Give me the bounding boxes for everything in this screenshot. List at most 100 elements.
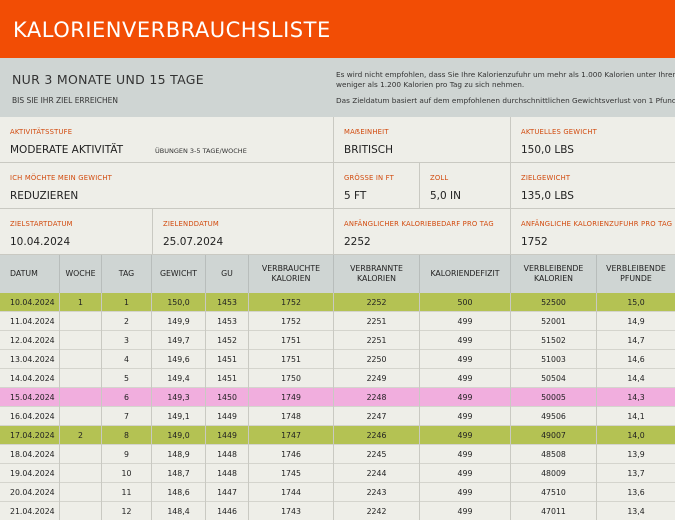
cell-verbleibende-kalorien[interactable]: 47011	[511, 502, 597, 520]
cell-verbrauchte-kalorien[interactable]: 1748	[249, 407, 334, 426]
cell-gu[interactable]: 1446	[206, 502, 249, 520]
cell-verbrannte-kalorien[interactable]: 2252	[334, 293, 420, 312]
cell-kaloriendefizit[interactable]: 499	[420, 502, 511, 520]
cell-gewicht[interactable]: 148,7	[152, 464, 206, 483]
cell-woche[interactable]	[60, 369, 102, 388]
cell-woche[interactable]	[60, 331, 102, 350]
goal-value[interactable]: REDUZIEREN	[10, 190, 79, 202]
cell-verbrannte-kalorien[interactable]: 2245	[334, 445, 420, 464]
start-date-cell[interactable]: ZIELSTARTDATUM 10.04.2024	[0, 209, 153, 255]
cell-verbrannte-kalorien[interactable]: 2250	[334, 350, 420, 369]
cell-datum[interactable]: 12.04.2024	[0, 331, 60, 350]
cell-verbleibende-pfunde[interactable]: 13,9	[627, 450, 645, 459]
cell-tag[interactable]: 7	[102, 407, 152, 426]
current-weight-value[interactable]: 150,0 LBS	[521, 144, 574, 156]
height-ft-cell[interactable]: GRÖSSE IN FT 5 FT	[334, 163, 420, 209]
cell-verbleibende-kalorien[interactable]: 52500	[511, 293, 597, 312]
unit-cell[interactable]: MAẞEINHEIT BRITISCH	[334, 117, 511, 163]
cell-verbleibende-kalorien[interactable]: 51502	[511, 331, 597, 350]
cell-datum[interactable]: 16.04.2024	[0, 407, 60, 426]
target-weight-cell[interactable]: ZIELGEWICHT 135,0 LBS	[511, 163, 675, 209]
column-header-verbrauchte-kalorien[interactable]: VERBRAUCHTE KALORIEN	[249, 255, 334, 293]
cell-woche[interactable]: 1	[60, 293, 102, 312]
column-header-datum[interactable]: DATUM	[0, 255, 60, 293]
cell-kaloriendefizit[interactable]: 499	[420, 331, 511, 350]
cell-verbleibende-pfunde[interactable]: 14,9	[627, 317, 645, 326]
cell-verbrauchte-kalorien[interactable]: 1746	[249, 445, 334, 464]
cell-gu[interactable]: 1453	[206, 293, 249, 312]
cell-tag[interactable]: 2	[102, 312, 152, 331]
cell-gewicht[interactable]: 149,9	[152, 312, 206, 331]
cell-verbrannte-kalorien[interactable]: 2248	[334, 388, 420, 407]
cell-kaloriendefizit[interactable]: 499	[420, 350, 511, 369]
cell-gu[interactable]: 1448	[206, 445, 249, 464]
cell-tag[interactable]: 3	[102, 331, 152, 350]
cell-verbrauchte-kalorien[interactable]: 1752	[249, 312, 334, 331]
cell-tag[interactable]: 12	[102, 502, 152, 520]
cell-woche[interactable]	[60, 312, 102, 331]
current-weight-cell[interactable]: AKTUELLES GEWICHT 150,0 LBS	[511, 117, 675, 163]
cell-datum[interactable]: 20.04.2024	[0, 483, 60, 502]
cell-verbrannte-kalorien[interactable]: 2247	[334, 407, 420, 426]
cell-gu[interactable]: 1451	[206, 350, 249, 369]
cell-gewicht[interactable]: 149,1	[152, 407, 206, 426]
column-header-tag[interactable]: TAG	[102, 255, 152, 293]
cell-datum[interactable]: 18.04.2024	[0, 445, 60, 464]
cell-gewicht[interactable]: 149,4	[152, 369, 206, 388]
cell-woche[interactable]	[60, 502, 102, 520]
cell-datum[interactable]: 14.04.2024	[0, 369, 60, 388]
cell-verbrannte-kalorien[interactable]: 2251	[334, 331, 420, 350]
cell-datum[interactable]: 11.04.2024	[0, 312, 60, 331]
cell-verbleibende-pfunde[interactable]: 13,6	[627, 488, 645, 497]
cell-verbrannte-kalorien[interactable]: 2246	[334, 426, 420, 445]
height-ft-value[interactable]: 5 FT	[344, 190, 367, 202]
cell-verbleibende-kalorien[interactable]: 50005	[511, 388, 597, 407]
cell-gewicht[interactable]: 148,6	[152, 483, 206, 502]
cell-verbleibende-pfunde[interactable]: 14,6	[627, 355, 645, 364]
cell-verbleibende-kalorien[interactable]: 51003	[511, 350, 597, 369]
cell-verbrauchte-kalorien[interactable]: 1752	[249, 293, 334, 312]
goal-cell[interactable]: ICH MÖCHTE MEIN GEWICHT REDUZIEREN	[0, 163, 334, 209]
cell-gu[interactable]: 1451	[206, 369, 249, 388]
cell-woche[interactable]	[60, 464, 102, 483]
cell-tag[interactable]: 5	[102, 369, 152, 388]
cell-verbrannte-kalorien[interactable]: 2243	[334, 483, 420, 502]
unit-value[interactable]: BRITISCH	[344, 144, 393, 156]
cell-tag[interactable]: 8	[102, 426, 152, 445]
cell-gu[interactable]: 1448	[206, 464, 249, 483]
cell-gu[interactable]: 1450	[206, 388, 249, 407]
cell-kaloriendefizit[interactable]: 499	[420, 426, 511, 445]
cell-tag[interactable]: 10	[102, 464, 152, 483]
cell-woche[interactable]	[60, 407, 102, 426]
cell-kaloriendefizit[interactable]: 499	[420, 388, 511, 407]
cell-woche[interactable]	[60, 483, 102, 502]
cell-verbleibende-pfunde[interactable]: 15,0	[627, 298, 645, 307]
cell-tag[interactable]: 6	[102, 388, 152, 407]
start-date-value[interactable]: 10.04.2024	[10, 236, 71, 248]
cell-gewicht[interactable]: 148,9	[152, 445, 206, 464]
cell-woche[interactable]	[60, 388, 102, 407]
cell-datum[interactable]: 10.04.2024	[0, 293, 60, 312]
column-header-verbleibende-pfunde[interactable]: VERBLEIBENDE PFUNDE	[606, 264, 666, 283]
cell-verbrauchte-kalorien[interactable]: 1750	[249, 369, 334, 388]
cell-datum[interactable]: 17.04.2024	[0, 426, 60, 445]
target-weight-value[interactable]: 135,0 LBS	[521, 190, 574, 202]
cell-woche[interactable]: 2	[60, 426, 102, 445]
cell-verbleibende-pfunde[interactable]: 14,4	[627, 374, 645, 383]
cell-kaloriendefizit[interactable]: 499	[420, 407, 511, 426]
cell-verbleibende-pfunde[interactable]: 14,0	[627, 431, 645, 440]
cell-verbleibende-pfunde[interactable]: 14,3	[627, 393, 645, 402]
cell-verbrannte-kalorien[interactable]: 2244	[334, 464, 420, 483]
height-in-value[interactable]: 5,0 IN	[430, 190, 461, 202]
cell-verbleibende-kalorien[interactable]: 52001	[511, 312, 597, 331]
cell-gewicht[interactable]: 148,4	[152, 502, 206, 520]
cell-datum[interactable]: 21.04.2024	[0, 502, 60, 520]
cell-gewicht[interactable]: 149,0	[152, 426, 206, 445]
cell-verbrannte-kalorien[interactable]: 2242	[334, 502, 420, 520]
cell-woche[interactable]	[60, 445, 102, 464]
cell-gu[interactable]: 1449	[206, 407, 249, 426]
cell-verbleibende-kalorien[interactable]: 47510	[511, 483, 597, 502]
cell-datum[interactable]: 13.04.2024	[0, 350, 60, 369]
cell-gu[interactable]: 1452	[206, 331, 249, 350]
cell-verbleibende-pfunde[interactable]: 14,7	[627, 336, 645, 345]
